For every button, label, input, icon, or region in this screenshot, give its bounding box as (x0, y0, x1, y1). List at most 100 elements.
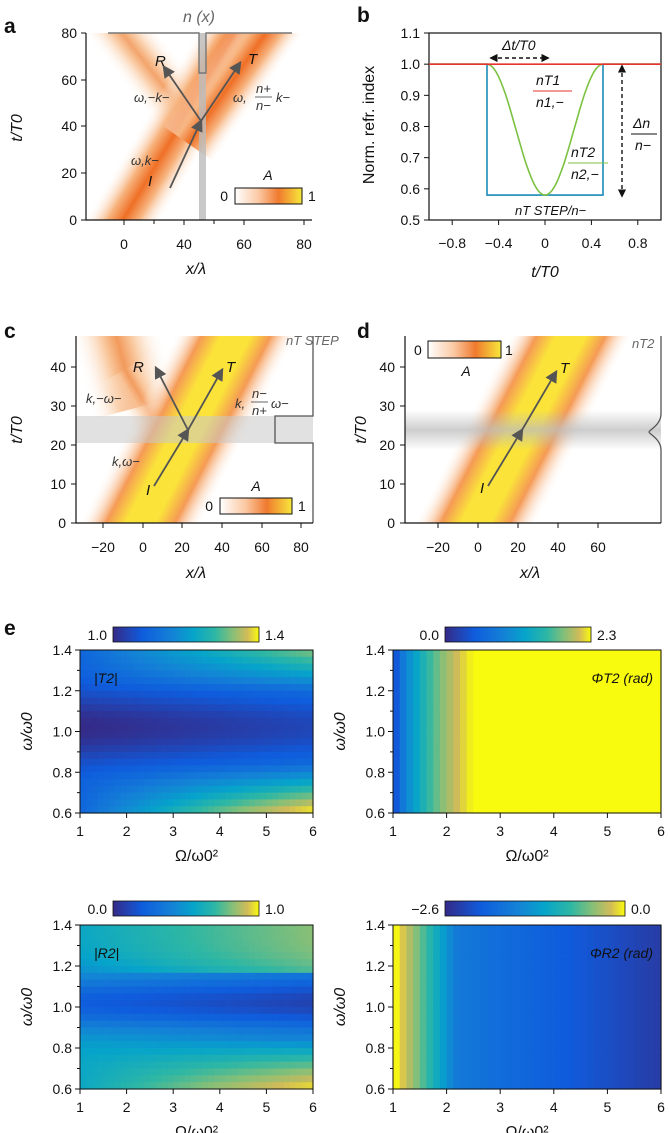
heatmap-cell (620, 677, 629, 685)
heatmap-cell (120, 1041, 128, 1049)
heatmap-cell (80, 1068, 87, 1076)
heatmap-cell (283, 704, 291, 712)
heatmap-cell (533, 1054, 541, 1063)
heatmap-cell (173, 751, 180, 760)
panel-a-ytick-0: 0 (69, 212, 77, 228)
heatmap-cell (640, 779, 649, 787)
heatmap-cell (493, 697, 501, 705)
heatmap-cell (446, 1041, 454, 1049)
heatmap-cell (413, 1034, 421, 1042)
heatmap-cell (114, 704, 122, 712)
heatmap-cell (85, 751, 93, 760)
heatmap-cell (620, 792, 629, 801)
heatmap-cell (283, 1082, 291, 1090)
heatmap-cell (155, 1061, 163, 1070)
heatmap-cell (433, 1048, 441, 1056)
heatmap-cell (254, 1007, 262, 1015)
panel-e-xtick-label: 1 (389, 823, 397, 839)
heatmap-cell (393, 1007, 401, 1015)
heatmap-cell (654, 799, 662, 807)
heatmap-cell (202, 758, 209, 767)
heatmap-cell (433, 711, 441, 719)
heatmap-cell (473, 731, 481, 739)
heatmap-cell (184, 1013, 192, 1022)
panel-c-ytick-20: 20 (50, 437, 66, 453)
heatmap-cell (149, 1075, 157, 1083)
panel-b-ytick-label: 0.8 (401, 119, 421, 135)
heatmap-cell (513, 979, 521, 988)
heatmap-cell (295, 663, 302, 671)
heatmap-cell (161, 772, 168, 780)
heatmap-cell (248, 966, 256, 974)
heatmap-cell (607, 670, 615, 678)
heatmap-cell (614, 1048, 622, 1056)
heatmap-cell (149, 1061, 157, 1070)
heatmap-cell (433, 1034, 441, 1042)
heatmap-cell (513, 704, 521, 712)
heatmap-cell (97, 731, 104, 739)
heatmap-cell (307, 711, 314, 719)
heatmap-cell (80, 656, 87, 665)
heatmap-cell (520, 690, 528, 699)
heatmap-cell (161, 745, 168, 753)
heatmap-cell (208, 972, 215, 981)
heatmap-cell (560, 683, 568, 692)
heatmap-cell (600, 690, 608, 699)
heatmap-cell (301, 979, 308, 988)
heatmap-cell (520, 772, 528, 780)
heatmap-cell (506, 656, 515, 665)
heatmap-cell (393, 952, 401, 960)
heatmap-cell (486, 650, 495, 658)
heatmap-cell (406, 952, 414, 960)
heatmap-cell (283, 758, 291, 767)
heatmap-cell (196, 972, 203, 981)
heatmap-cell (208, 1054, 215, 1063)
heatmap-cell (109, 945, 116, 953)
heatmap-cell (109, 986, 116, 994)
heatmap-cell (540, 993, 548, 1001)
panel-c-xtick-60: 60 (254, 539, 270, 555)
heatmap-cell (260, 1075, 267, 1083)
heatmap-cell (540, 1027, 548, 1035)
heatmap-cell (413, 1075, 421, 1083)
heatmap-cell (520, 670, 528, 678)
heatmap-cell (272, 979, 279, 988)
heatmap-cell (254, 952, 262, 960)
heatmap-cell (144, 656, 151, 665)
panel-d-xtick-40: 40 (550, 539, 566, 555)
heatmap-cell (640, 711, 649, 719)
heatmap-cell (460, 925, 468, 933)
heatmap-cell (208, 751, 215, 760)
heatmap-cell (614, 697, 622, 705)
heatmap-cell (553, 758, 562, 767)
heatmap-cell (173, 986, 180, 994)
heatmap-cell (393, 986, 401, 994)
panel-b-nt2-den: n2,− (571, 166, 599, 182)
heatmap-cell (486, 745, 495, 753)
heatmap-cell (627, 683, 635, 692)
heatmap-cell (301, 1000, 308, 1008)
heatmap-cell (283, 751, 291, 760)
heatmap-cell (307, 972, 314, 981)
panel-c-xtick-20: 20 (174, 539, 190, 555)
heatmap-cell (466, 745, 474, 753)
heatmap-cell (533, 779, 541, 787)
heatmap-cell (301, 656, 308, 665)
heatmap-cell (399, 952, 407, 960)
heatmap-cell (419, 952, 428, 960)
heatmap-cell (553, 683, 562, 692)
heatmap-cell (486, 1054, 495, 1063)
heatmap-cell (184, 670, 192, 678)
heatmap-cell (573, 1007, 582, 1015)
heatmap-cell (132, 959, 139, 967)
heatmap-cell (419, 724, 428, 733)
heatmap-cell (620, 663, 629, 671)
heatmap-cell (225, 806, 233, 814)
heatmap-cell (289, 758, 297, 767)
heatmap-cell (91, 1061, 99, 1070)
heatmap-cell (208, 1068, 215, 1076)
heatmap-cell (413, 677, 421, 685)
heatmap-cell (97, 1007, 104, 1015)
heatmap-cell (184, 683, 192, 692)
heatmap-cell (399, 772, 407, 780)
